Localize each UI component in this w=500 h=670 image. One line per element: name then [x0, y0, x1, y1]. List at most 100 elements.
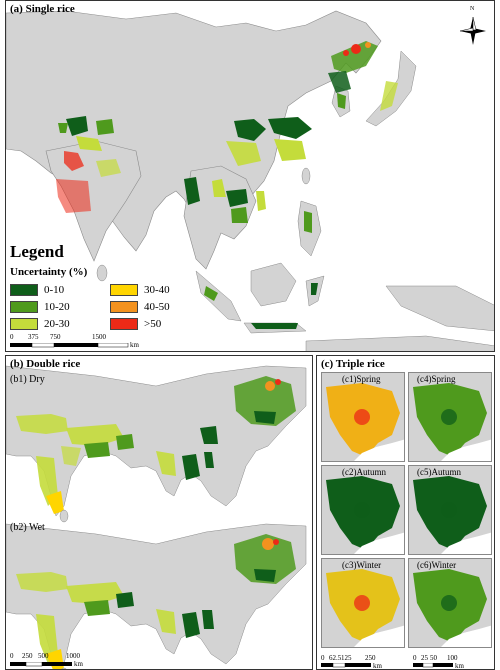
legend-label: >50 — [144, 318, 162, 330]
scale-tick-0: 0 — [10, 333, 14, 341]
scale-b-tick-2: 500 — [38, 652, 49, 660]
north-arrow: N — [458, 6, 488, 47]
bay-of-bengal — [441, 625, 491, 647]
panel-c-title: (c) Triple rice — [321, 358, 385, 370]
legend-item: >50 — [110, 318, 161, 330]
scale-c-left-tick-0: 0 — [321, 654, 325, 662]
panel-c-triple-rice-map: (c) Triple rice (c1)Spring (c4)Spring (c2)… — [316, 355, 495, 670]
rice-hotspot — [441, 502, 457, 518]
triple-rice-cell: (c5)Autumn — [408, 465, 492, 555]
rice-pixels-single — [56, 41, 398, 329]
legend-title: Legend — [10, 242, 64, 261]
panel-b-double-rice-map: (b) Double rice (b1) Dry (b2) Wet 0 250 … — [5, 355, 313, 670]
scale-c-left-unit: km — [373, 662, 382, 670]
scale-b-tick-1: 250 — [22, 652, 33, 660]
panel-a-title: (a) Single rice — [10, 3, 75, 15]
legend-swatch — [110, 284, 138, 296]
triple-rice-cell-label: (c4)Spring — [417, 374, 456, 384]
sumatra — [195, 270, 242, 322]
rice-hotspot — [441, 409, 457, 425]
legend-swatch — [110, 318, 138, 330]
taiwan — [301, 167, 311, 185]
scale-c-right-tick-2: 50 — [430, 654, 437, 662]
australia-north — [305, 335, 494, 351]
legend-swatch — [10, 301, 38, 313]
scale-bar-a: 0 375 750 1500 km — [10, 333, 160, 351]
scale-b-tick-0: 0 — [10, 652, 14, 660]
panel-b-title: (b) Double rice — [10, 358, 81, 370]
triple-rice-cell: (c3)Winter — [321, 558, 405, 648]
map-b1-dry — [6, 365, 307, 523]
scale-tick-3: 1500 — [92, 333, 106, 341]
legend-label: 0-10 — [44, 284, 65, 296]
legend-item: 0-10 — [10, 284, 64, 296]
rice-hotspot — [441, 595, 457, 611]
scale-bar-c-left-graphic — [321, 663, 371, 668]
rice-hotspot — [354, 502, 370, 518]
legend-label: 40-50 — [144, 301, 170, 313]
scale-c-right-unit: km — [455, 662, 464, 670]
triple-rice-cell-label: (c1)Spring — [342, 374, 381, 384]
bay-of-bengal — [354, 625, 404, 647]
scale-b-unit: km — [74, 660, 83, 668]
map-b1-label: (b1) Dry — [10, 374, 45, 385]
panel-a-single-rice-map: (a) Single rice N Legend Uncertainty (%)… — [5, 0, 495, 352]
legend: Legend Uncertainty (%) 0-10 10-20 20-30 30-… — [10, 242, 210, 337]
triple-rice-cell: (c1)Spring — [321, 372, 405, 462]
north-label: N — [470, 6, 475, 12]
triple-rice-cell: (c6)Winter — [408, 558, 492, 648]
double-rice-map-canvas — [6, 365, 307, 669]
borneo — [250, 262, 297, 307]
legend-label: 20-30 — [44, 318, 70, 330]
scale-bar-c-left: 0 62.5 125 250 km — [321, 654, 411, 670]
scale-c-left-tick-1: 62.5 — [329, 654, 342, 662]
legend-item: 20-30 — [10, 318, 70, 330]
map-b2-label: (b2) Wet — [10, 522, 45, 533]
bay-of-bengal — [354, 532, 404, 554]
legend-item: 30-40 — [110, 284, 170, 296]
triple-rice-cell-label: (c3)Winter — [342, 560, 382, 570]
triple-rice-cell-map — [409, 559, 491, 647]
legend-label: 10-20 — [44, 301, 70, 313]
triple-rice-cell-map — [409, 373, 491, 461]
triple-rice-cell-map — [322, 373, 404, 461]
triple-rice-cell-label: (c2)Autumn — [342, 467, 386, 477]
bay-of-bengal — [441, 532, 491, 554]
sri-lanka — [96, 264, 108, 282]
compass-icon — [459, 16, 486, 45]
scale-bar-b: 0 250 500 1000 km — [10, 652, 150, 669]
legend-item: 40-50 — [110, 301, 170, 313]
scale-bar-graphic — [10, 343, 129, 348]
triple-rice-cell-map — [322, 466, 404, 554]
legend-swatch — [10, 284, 38, 296]
scale-bar-c-right-graphic — [413, 663, 453, 668]
legend-swatch — [10, 318, 38, 330]
legend-item: 10-20 — [10, 301, 70, 313]
bay-of-bengal — [441, 439, 491, 461]
triple-rice-cell-map — [409, 466, 491, 554]
map-b2-wet — [6, 523, 307, 669]
scale-tick-2: 750 — [50, 333, 61, 341]
scale-bar-c-right: 0 25 50 100 km — [413, 654, 493, 670]
legend-subtitle: Uncertainty (%) — [10, 266, 88, 278]
legend-swatch — [110, 301, 138, 313]
bay-of-bengal — [354, 439, 404, 461]
single-rice-map-canvas — [6, 10, 494, 351]
scale-unit: km — [130, 341, 139, 349]
legend-label: 30-40 — [144, 284, 170, 296]
scale-tick-1: 375 — [28, 333, 39, 341]
scale-c-right-tick-3: 100 — [447, 654, 458, 662]
triple-rice-cell-map — [322, 559, 404, 647]
scale-bar-b-graphic — [10, 662, 72, 667]
rice-hotspot — [354, 595, 370, 611]
triple-rice-cell: (c2)Autumn — [321, 465, 405, 555]
scale-c-right-tick-1: 25 — [421, 654, 428, 662]
triple-rice-cell-label: (c5)Autumn — [417, 467, 461, 477]
scale-c-left-tick-3: 250 — [365, 654, 376, 662]
new-guinea — [385, 285, 494, 332]
rice-hotspot — [354, 409, 370, 425]
triple-rice-cell: (c4)Spring — [408, 372, 492, 462]
triple-rice-cell-label: (c6)Winter — [417, 560, 457, 570]
scale-c-right-tick-0: 0 — [413, 654, 417, 662]
scale-b-tick-3: 1000 — [66, 652, 80, 660]
